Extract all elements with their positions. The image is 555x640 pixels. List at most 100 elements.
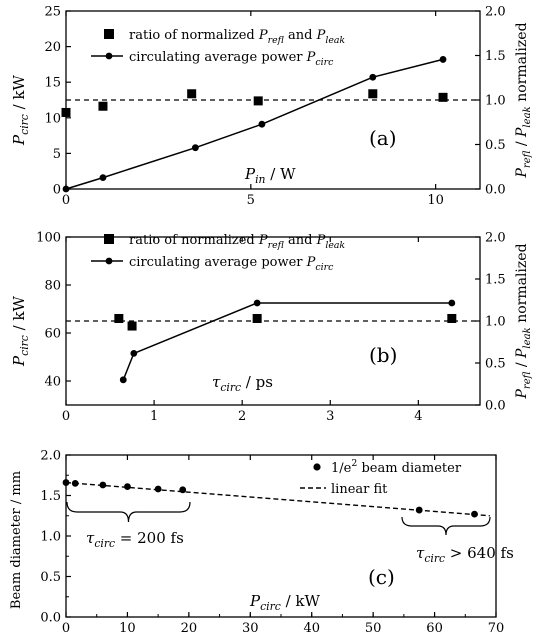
panel-c-y-tick-label: 0.0 [40, 611, 61, 626]
panel-b-legend-ratio-label-part: ratio of normalized [129, 233, 259, 248]
panel-c-diameter-point [124, 483, 131, 490]
panel-a-power-point [439, 56, 447, 63]
panel-c-y-axis-label: Beam diameter / mm [9, 471, 24, 609]
panel-a-legend-circle-marker [105, 52, 113, 60]
panel-c-diameter-point [71, 479, 79, 487]
panel-b-y-tick-label: 80 [44, 279, 61, 294]
panel-b-ratio-square [447, 313, 457, 323]
panel-b-power-point [119, 376, 127, 384]
panel-b-legend-square-marker [104, 234, 114, 244]
panel-a-panel-label: (a) [369, 126, 397, 150]
panel-c-annotation-200fs-part: τ [86, 529, 95, 547]
panel-a-y-tick-label: 0 [53, 183, 61, 198]
panel-a-legend-ratio-label: ratio of normalized Prefl and Pleak [129, 28, 345, 46]
panel-b-y2-axis-label-part: / [514, 358, 530, 372]
panel-a-y-axis-label-part: P [10, 134, 28, 146]
panel-a-x-axis-label: Pin / W [244, 165, 296, 186]
panel-a-legend-power-label: circulating average power Pcirc [129, 50, 334, 68]
panel-c-x-tick-label: 40 [303, 621, 320, 636]
panel-a-legend-power-label-part: P [306, 50, 316, 65]
panel-b-legend-ratio-label-part: refl [268, 240, 285, 251]
panel-b-x-axis-label-part: τ [212, 373, 221, 391]
panel-b-legend-ratio-label-part: leak [325, 240, 345, 251]
panel-c-diameter-point [154, 485, 162, 493]
panel-b-y-tick-label: 100 [36, 231, 61, 246]
panel-a-y-axis-label-part: / kW [10, 74, 28, 114]
panel-c-annotation-640fs-part: circ [424, 552, 445, 565]
panel-c-y-tick-label: 1.0 [40, 530, 61, 545]
panel-c-annotation-640fs-part: τ [416, 544, 425, 562]
panel-b-ratio-square [252, 313, 262, 323]
panel-b-y2-tick-label: 1.0 [485, 315, 506, 330]
panel-a-power-point [99, 174, 107, 182]
panel-a-ratio-square [253, 96, 263, 106]
panel-b-y2-tick-label: 0.5 [485, 357, 506, 372]
panel-b-power-point [130, 350, 138, 357]
panel-c-brace-right [401, 516, 491, 536]
panel-b-legend-power-label-part: circ [315, 262, 334, 273]
panel-a-y2-axis-label-part: refl [522, 150, 533, 168]
panel-b-y2-tick-label: 1.5 [485, 273, 506, 288]
panel-b-y-axis-label-part: P [10, 355, 28, 367]
panel-b-power-point [448, 299, 456, 307]
panel-c-annotation-200fs-part: = 200 fs [115, 529, 184, 547]
panel-b-legend-ratio-label-part: P [316, 233, 326, 248]
panel-a-y-tick-label: 15 [44, 76, 61, 91]
panel-a-legend-ratio-label-part: refl [268, 35, 285, 46]
panel-c-legend-diameter-label-part: beam diameter [357, 461, 462, 476]
panel-a-legend-ratio-label-part: leak [325, 35, 345, 46]
panel-a-x-axis-label-part: P [244, 165, 256, 183]
panel-c-x-axis-label-part: circ [260, 600, 281, 613]
panel-a-legend-ratio-label-part: and [284, 28, 317, 43]
panel-a-y2-axis-label-part: leak [522, 106, 533, 127]
panel-b-y2-axis-label-part: P [514, 348, 530, 359]
panel-c-annotation-200fs-part: circ [94, 537, 115, 550]
panel-a-legend-power-label-part: circulating average power [129, 50, 307, 65]
panel-c-x-tick-label: 20 [181, 621, 198, 636]
panel-c-x-tick-label: 0 [62, 621, 70, 636]
panel-c-x-tick-label: 30 [242, 621, 259, 636]
panel-a-legend-ratio-label-part: P [258, 28, 268, 43]
panel-c-y-tick-label: 2.0 [40, 449, 61, 464]
panel-b-y-tick-label: 40 [44, 375, 61, 390]
panel-a-y2-tick-label: 1.0 [485, 94, 506, 109]
panel-b-y2-axis-label-part: leak [522, 327, 533, 348]
panel-b-y-axis-label-part: circ [18, 335, 31, 356]
panel-b-x-axis-label-part: circ [220, 381, 241, 394]
panel-c-x-axis-label: Pcirc / kW [249, 592, 320, 613]
panel-b-x-tick-label: 2 [238, 409, 246, 424]
panel-c-y-tick-label: 0.5 [40, 570, 61, 585]
panel-a-power-point [369, 73, 377, 81]
panel-b-y-tick-label: 60 [44, 327, 61, 342]
panel-c-legend-diameter-label-part: 2 [351, 458, 357, 469]
panel-a-x-axis-label-part: in [255, 173, 265, 186]
panel-c-annotation-640fs-part: > 640 fs [445, 544, 514, 562]
panel-b-x-tick-label: 4 [414, 409, 422, 424]
panel-a-x-tick-label: 10 [427, 193, 444, 208]
panel-b-y2-axis-label: Prefl / Pleak normalized [514, 243, 533, 399]
panel-a-y-axis-label-part: circ [18, 114, 31, 135]
panel-c-legend-diameter-label-part: 1/e [331, 461, 352, 476]
panel-b-legend-ratio-label-part: and [284, 233, 317, 248]
panel-a-y2-tick-label: 1.5 [485, 49, 506, 64]
panel-c-legend-point-marker [313, 463, 321, 471]
panel-a-power-point [258, 120, 266, 128]
panel-a-legend-square-marker [104, 29, 114, 39]
panel-b-power-line [122, 302, 452, 381]
panel-a-ratio-square [187, 89, 197, 99]
panel-a-x-axis-label-part: / W [266, 165, 297, 183]
panel-a-y2-axis-label-part: P [514, 127, 530, 138]
panel-b-y-axis-label: Pcirc / kW [10, 295, 31, 366]
panel-c-diameter-point [179, 486, 187, 494]
panel-a-y-axis-label: Pcirc / kW [10, 74, 31, 145]
panel-a-x-tick-label: 5 [247, 193, 255, 208]
panel-c-x-tick-label: 10 [119, 621, 136, 636]
panel-a-legend-ratio-label-part: ratio of normalized [129, 28, 259, 43]
panel-c-annotation-640fs: τcirc > 640 fs [416, 544, 514, 565]
panel-c-annotation-200fs: τcirc = 200 fs [86, 529, 184, 550]
panel-a-ratio-square [98, 101, 108, 111]
panel-a-y2-tick-label: 0.0 [485, 183, 506, 198]
panel-c-y-tick-label: 1.5 [40, 489, 61, 504]
panel-a-y2-axis-label-part: normalized [514, 22, 530, 106]
panel-a-y-tick-label: 10 [44, 111, 61, 126]
